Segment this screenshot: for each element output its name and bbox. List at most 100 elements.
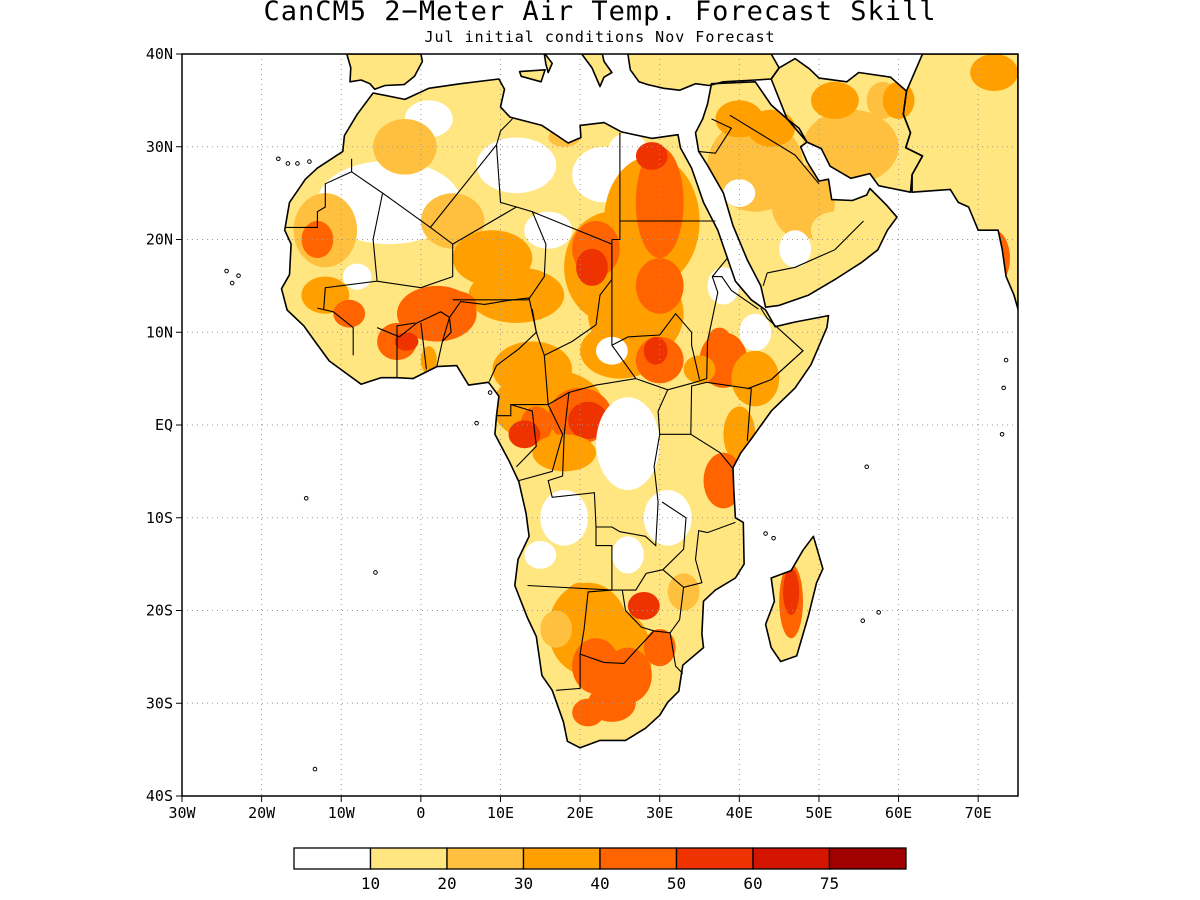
skill-region <box>524 541 557 569</box>
lat-tick-label: 40S <box>146 787 173 805</box>
lon-tick-label: 40E <box>726 804 753 822</box>
colorbar-swatch <box>752 847 831 870</box>
colorbar-swatch <box>369 847 448 870</box>
skill-region <box>731 350 780 407</box>
island-outline <box>303 495 309 501</box>
skill-region <box>548 128 581 147</box>
skill-region <box>811 211 859 249</box>
island-outline <box>312 766 318 772</box>
island-outline <box>474 420 479 426</box>
country-border <box>611 239 728 391</box>
colorbar-label: 20 <box>437 874 456 893</box>
country-border <box>669 632 684 674</box>
country-border <box>659 433 734 469</box>
skill-region <box>596 336 628 365</box>
country-border <box>420 322 427 370</box>
skill-region <box>707 327 732 356</box>
colorbar-swatch <box>675 847 754 870</box>
colorbar-swatch <box>446 847 525 870</box>
skill-region <box>612 536 644 574</box>
colorbar-label: 60 <box>743 874 762 893</box>
skill-region <box>508 420 541 449</box>
country-borders <box>285 114 864 691</box>
country-border <box>452 206 547 301</box>
skill-region <box>667 573 700 611</box>
coastlines <box>224 54 1018 772</box>
country-border <box>611 220 716 241</box>
skill-region <box>342 263 372 290</box>
skill-region <box>540 490 589 546</box>
country-border <box>683 521 736 588</box>
lat-tick-label: 20N <box>146 231 173 249</box>
skill-region <box>476 137 557 194</box>
island-outline <box>285 161 291 166</box>
skill-region <box>532 434 596 472</box>
lon-tick-label: 10E <box>487 804 514 822</box>
island-outline <box>864 464 870 470</box>
iberia-coastline <box>345 54 424 90</box>
lon-tick-label: 0 <box>416 804 425 822</box>
colorbar-label: 30 <box>514 874 533 893</box>
skill-region <box>576 248 608 286</box>
colorbar-swatch <box>599 847 678 870</box>
skill-region <box>394 332 419 351</box>
island-outline <box>276 156 281 162</box>
colorbar-swatch <box>828 847 907 870</box>
skill-region <box>524 211 573 249</box>
island-outline <box>1001 385 1006 391</box>
lon-tick-label: 20E <box>567 804 594 822</box>
country-border <box>527 501 687 591</box>
country-border <box>767 220 864 274</box>
island-outline <box>860 618 866 624</box>
island-outline <box>1003 357 1009 363</box>
skill-region <box>635 146 684 259</box>
map-subtitle: Jul initial conditions Nov Forecast <box>424 28 776 46</box>
island-outline <box>763 531 768 536</box>
country-border <box>495 144 517 208</box>
lat-tick-label: 30N <box>146 138 173 156</box>
pakistan-india-coastline <box>902 54 1018 310</box>
lat-tick-label: 20S <box>146 602 173 620</box>
country-border <box>496 404 549 417</box>
lon-tick-label: 50E <box>805 804 832 822</box>
latitude-tick-labels: 40N 30N 20N 10N EQ 10S 20S 30S 40S <box>146 45 182 805</box>
country-border <box>621 569 685 634</box>
colorbar-label: 75 <box>820 874 839 893</box>
africa-coastline <box>280 78 830 749</box>
country-border <box>712 276 759 310</box>
lat-tick-label: EQ <box>155 416 173 434</box>
island-outline <box>307 159 312 164</box>
country-border <box>518 404 564 482</box>
italy-coastline <box>543 54 554 74</box>
skill-region <box>373 119 437 175</box>
country-border <box>429 118 513 228</box>
colorbar-label: 40 <box>590 874 609 893</box>
skill-region <box>596 397 660 490</box>
island-outline <box>295 161 300 166</box>
lon-tick-label: 20W <box>248 804 276 822</box>
skill-region <box>970 54 1018 92</box>
lat-tick-label: 10N <box>146 323 173 341</box>
colorbar-swatch <box>522 847 601 870</box>
skill-region <box>333 299 366 328</box>
lon-tick-label: 10W <box>328 804 356 822</box>
island-outline <box>373 570 378 575</box>
island-outline <box>236 273 241 278</box>
island-outline <box>229 280 235 286</box>
lon-tick-label: 30W <box>168 804 196 822</box>
country-border <box>690 381 752 441</box>
lat-tick-label: 10S <box>146 509 173 527</box>
island-outline <box>487 390 493 395</box>
skill-region <box>643 336 668 365</box>
country-border <box>396 322 416 378</box>
gridlines <box>182 54 1018 796</box>
skill-region <box>707 267 740 305</box>
island-outline <box>876 610 881 615</box>
sicily-coastline <box>518 69 546 83</box>
skill-region <box>783 568 800 616</box>
country-border <box>697 118 733 154</box>
lon-tick-label: 70E <box>965 804 992 822</box>
skill-region <box>811 81 859 119</box>
madagascar-coastline <box>764 535 824 663</box>
